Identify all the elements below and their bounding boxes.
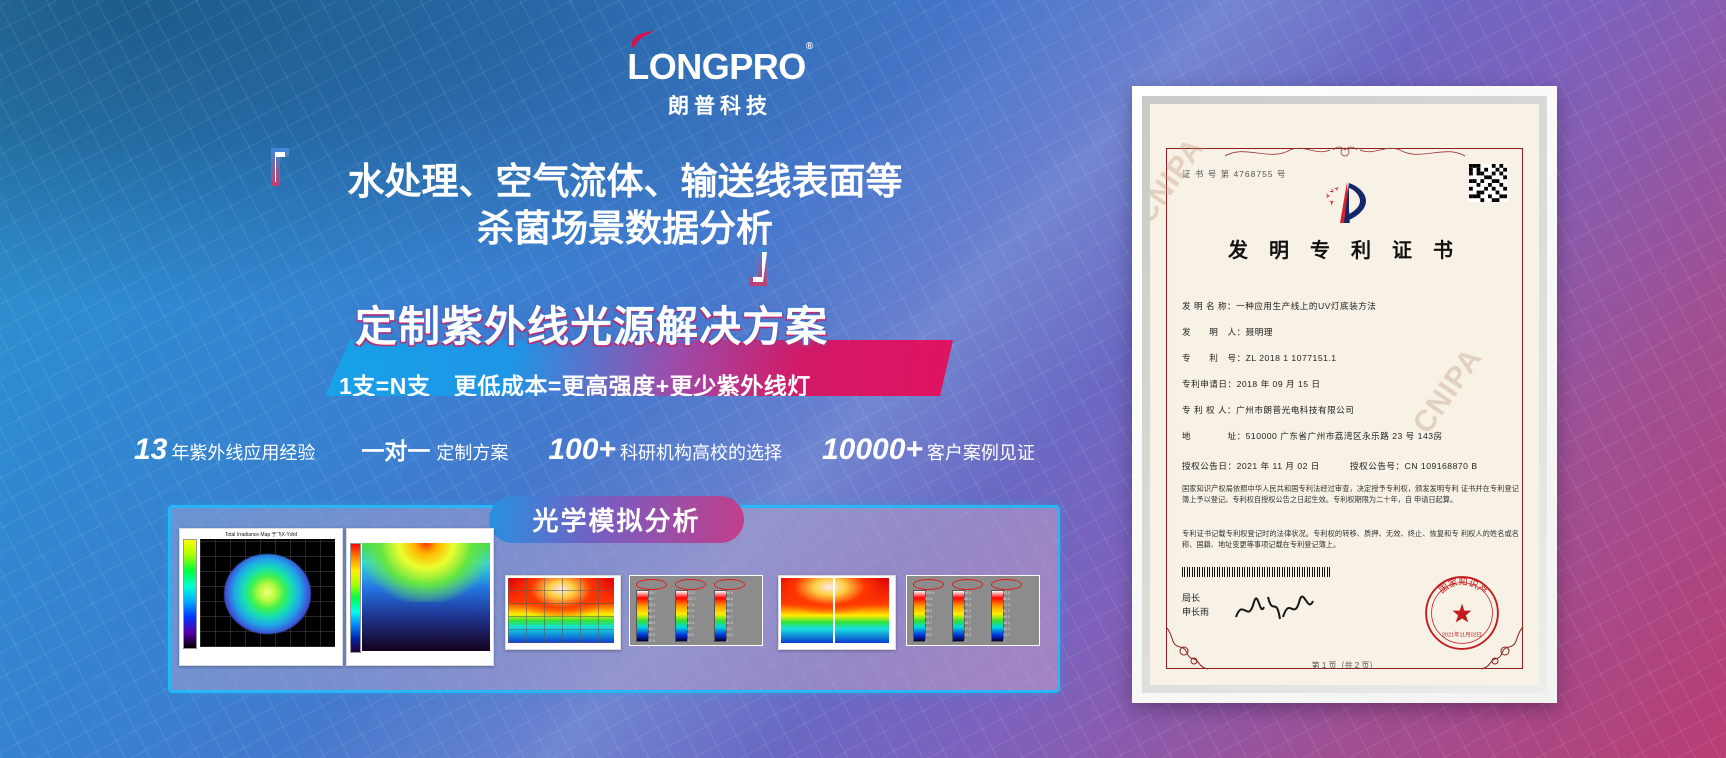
- svg-text:2021年11月02日: 2021年11月02日: [1442, 630, 1482, 638]
